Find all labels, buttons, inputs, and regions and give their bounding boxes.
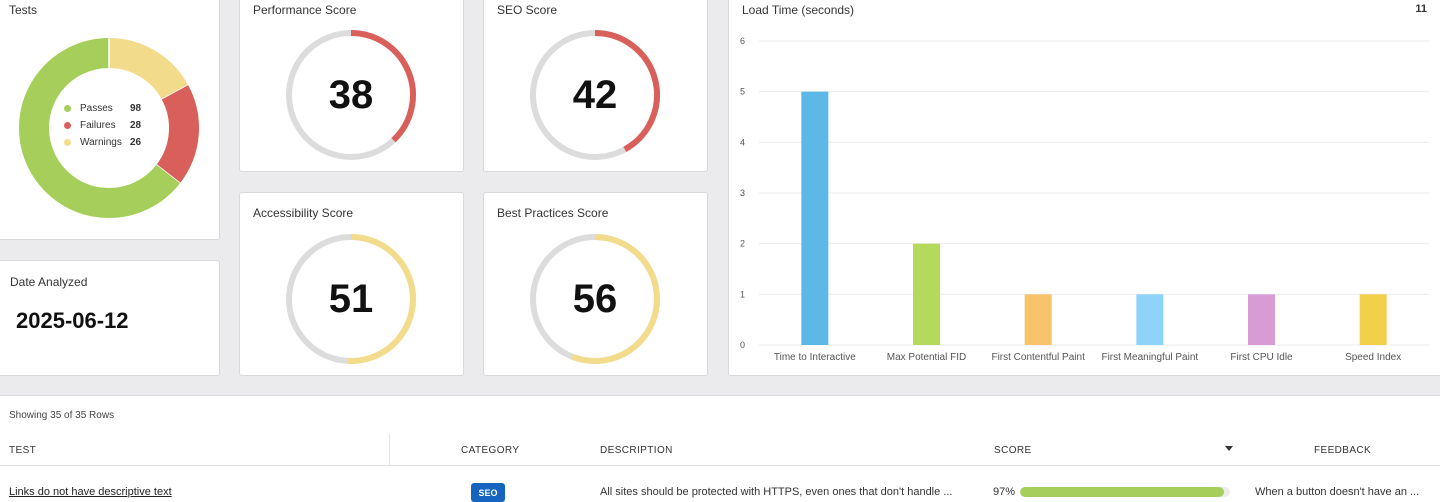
score-progress-bar: [1020, 487, 1230, 497]
gauge-ring: [530, 234, 660, 364]
gauge-arc: [571, 234, 660, 364]
gauge-ring: [530, 30, 660, 160]
gauge-arc: [346, 234, 416, 364]
x-tick-label: Speed Index: [1345, 352, 1401, 363]
tests-donut-chart: [19, 38, 199, 218]
bar-first-meaningful-paint[interactable]: [1136, 294, 1164, 345]
tests-card: Tests Passes 98 Failures 28 Warnings 26: [0, 0, 220, 240]
legend-label: Passes: [80, 103, 113, 114]
gauge-ring: [286, 30, 416, 160]
category-badge: SEO: [471, 483, 505, 502]
load-time-chart-title: Load Time (seconds): [742, 3, 855, 17]
x-tick-label: Max Potential FID: [887, 352, 966, 363]
column-header-description[interactable]: DESCRIPTION: [600, 445, 673, 456]
load-time-chart-card: Load Time (seconds) 11 0 1 2 3 4 5 6 Time to In…: [728, 0, 1440, 376]
donut-slice-warnings: [108, 38, 189, 100]
legend-item-failures: Failures 28: [64, 117, 141, 134]
results-table: Showing 35 of 35 Rows TEST CATEGORY DESC…: [0, 395, 1440, 502]
bar-max-potential-fid[interactable]: [913, 243, 940, 345]
accessibility-score-gauge: 51: [283, 231, 419, 367]
tests-legend: Passes 98 Failures 28 Warnings 26: [64, 100, 141, 151]
legend-item-passes: Passes 98: [64, 100, 141, 117]
legend-label: Failures: [80, 120, 116, 131]
tests-card-title: Tests: [9, 3, 38, 17]
score-cell: 97%: [993, 486, 1016, 498]
column-divider: [389, 434, 390, 466]
failures-dot-icon: [64, 122, 71, 129]
accessibility-score-value: 51: [328, 276, 374, 321]
bar-first-contentful-paint[interactable]: [1024, 294, 1052, 345]
y-tick-label: 3: [740, 188, 745, 198]
column-header-test[interactable]: TEST: [9, 445, 37, 456]
rows-info: Showing 35 of 35 Rows: [9, 410, 115, 421]
legend-label: Warnings: [80, 137, 122, 148]
y-tick-label: 2: [740, 239, 745, 249]
best-practices-score-gauge: 56: [527, 231, 663, 367]
best-practices-score-value: 56: [572, 276, 618, 321]
best-practices-score-card: Best Practices Score 56: [483, 192, 708, 376]
accessibility-score-card: Accessibility Score 51: [239, 192, 464, 376]
performance-score-value: 38: [328, 72, 374, 117]
donut-slice-passes: [19, 38, 181, 218]
table-header-divider: [0, 465, 1440, 466]
performance-score-card: Performance Score 38: [239, 0, 464, 172]
seo-score-title: SEO Score: [497, 3, 558, 17]
date-analyzed-card: Date Analyzed 2025-06-12: [0, 260, 220, 376]
seo-score-gauge: 42: [527, 27, 663, 163]
y-tick-label: 0: [740, 340, 745, 350]
best-practices-score-title: Best Practices Score: [497, 206, 609, 220]
legend-value: 98: [130, 103, 142, 114]
performance-score-title: Performance Score: [253, 3, 357, 17]
bar-speed-index[interactable]: [1359, 294, 1387, 345]
load-time-chart-count: 11: [1415, 3, 1427, 15]
gauge-ring: [286, 234, 416, 364]
feedback-cell: When a button doesn't have an ...: [1255, 486, 1420, 498]
y-tick-label: 6: [740, 36, 745, 46]
date-analyzed-value: 2025-06-12: [16, 308, 129, 333]
column-header-score[interactable]: SCORE: [994, 445, 1032, 456]
legend-value: 28: [130, 120, 142, 131]
load-time-bar-chart: 0 1 2 3 4 5 6 Time to Interactive Max Potential …: [740, 36, 1429, 363]
gauge-arc: [350, 30, 416, 143]
bar-time-to-interactive[interactable]: [801, 91, 829, 346]
legend-item-warnings: Warnings 26: [64, 134, 141, 151]
accessibility-score-title: Accessibility Score: [253, 206, 354, 220]
score-progress-fill: [1020, 487, 1224, 497]
description-cell: All sites should be protected with HTTPS…: [600, 486, 953, 498]
column-header-category[interactable]: CATEGORY: [461, 445, 520, 456]
x-tick-label: First CPU Idle: [1230, 352, 1293, 363]
seo-score-card: SEO Score 42: [483, 0, 708, 172]
warnings-dot-icon: [64, 139, 71, 146]
donut-slice-failures: [155, 85, 199, 184]
column-header-feedback[interactable]: FEEDBACK: [1314, 445, 1372, 456]
passes-dot-icon: [64, 105, 71, 112]
y-tick-label: 5: [740, 87, 745, 97]
y-tick-label: 1: [740, 289, 745, 299]
seo-score-value: 42: [572, 72, 618, 117]
x-tick-label: First Meaningful Paint: [1101, 352, 1198, 363]
gauge-arc: [594, 30, 660, 152]
performance-score-gauge: 38: [283, 27, 419, 163]
bar-first-cpu-idle[interactable]: [1248, 294, 1275, 345]
legend-value: 26: [130, 137, 142, 148]
y-tick-label: 4: [740, 137, 745, 147]
sort-descending-icon[interactable]: [1225, 446, 1233, 451]
x-tick-label: First Contentful Paint: [991, 352, 1085, 363]
date-analyzed-title: Date Analyzed: [10, 275, 88, 289]
test-link[interactable]: Links do not have descriptive text: [9, 486, 172, 498]
x-tick-label: Time to Interactive: [774, 352, 856, 363]
